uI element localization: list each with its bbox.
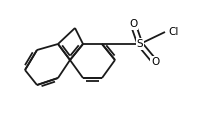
Text: Cl: Cl (168, 27, 178, 37)
Text: O: O (129, 19, 137, 29)
Text: O: O (151, 57, 159, 67)
Text: S: S (137, 39, 143, 49)
